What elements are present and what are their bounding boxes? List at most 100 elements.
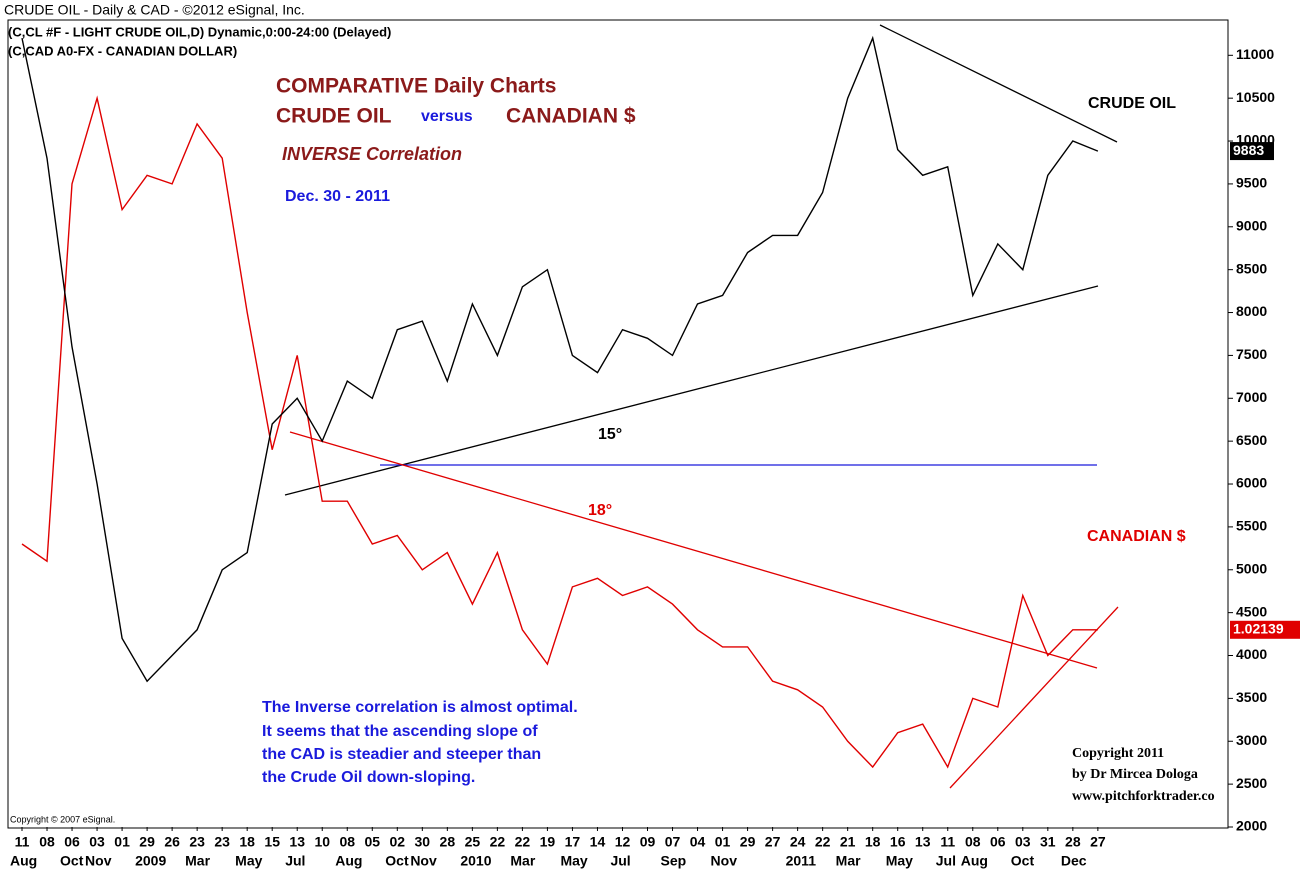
- x-group-label: May: [235, 853, 262, 869]
- subtitle: (C,CAD A0-FX - CANADIAN DOLLAR): [8, 43, 237, 58]
- y-tick-label: 3500: [1236, 689, 1267, 705]
- y-tick-label: 8500: [1236, 260, 1267, 276]
- x-tick-label: 10: [314, 834, 330, 850]
- x-group-label: 2010: [460, 853, 491, 869]
- x-tick-label: 29: [139, 834, 155, 850]
- x-group-label: May: [886, 853, 913, 869]
- x-group-label: Oct: [385, 853, 409, 869]
- x-group-label: Oct: [60, 853, 84, 869]
- y-tick-label: 11000: [1236, 46, 1274, 62]
- x-group-label: May: [560, 853, 587, 869]
- x-tick-label: 12: [615, 834, 631, 850]
- y-tick-label: 6500: [1236, 432, 1267, 448]
- x-group-label: Mar: [510, 853, 535, 869]
- trend-lines: [284, 24, 1119, 789]
- plot-frame: [7, 19, 1229, 829]
- series-label: CANADIAN $: [1087, 528, 1186, 545]
- trend-line: [949, 606, 1119, 789]
- x-group-label: Dec: [1061, 853, 1087, 869]
- x-tick-label: 18: [239, 834, 255, 850]
- x-group-label: 2009: [135, 853, 166, 869]
- x-tick-label: 30: [415, 834, 431, 850]
- x-group-label: Jul: [285, 853, 305, 869]
- x-group-label: 2011: [786, 853, 817, 869]
- x-tick-label: 21: [840, 834, 856, 850]
- y-tick-label: 2000: [1236, 818, 1267, 834]
- x-tick-label: 22: [490, 834, 506, 850]
- y-tick-label: 6000: [1236, 475, 1267, 491]
- note: The Inverse correlation is almost optima…: [262, 699, 578, 716]
- x-tick-label: 04: [690, 834, 706, 850]
- y-tick-label: 7500: [1236, 346, 1267, 362]
- x-group-label: Jul: [610, 853, 630, 869]
- x-tick-label: 13: [289, 834, 305, 850]
- last-value-label: 9883: [1233, 142, 1264, 158]
- x-tick-label: 22: [515, 834, 531, 850]
- correlation-label: INVERSE Correlation: [282, 144, 462, 164]
- x-tick-label: 22: [815, 834, 831, 850]
- x-group-label: Sep: [661, 853, 687, 869]
- last-value-box: [1230, 620, 1300, 639]
- y-tick-label: 2500: [1236, 775, 1267, 791]
- note: the CAD is steadier and steeper than: [262, 746, 541, 763]
- x-tick-label: 09: [640, 834, 656, 850]
- y-tick-label: 3000: [1236, 732, 1267, 748]
- trend-line: [289, 431, 1098, 669]
- x-tick-label: 03: [89, 834, 105, 850]
- x-tick-label: 01: [715, 834, 731, 850]
- x-tick-label: 29: [740, 834, 756, 850]
- x-tick-label: 05: [364, 834, 380, 850]
- x-group-label: Aug: [10, 853, 37, 869]
- x-group-label: Jul: [936, 853, 956, 869]
- x-tick-label: 24: [790, 834, 806, 850]
- x-tick-label: 23: [189, 834, 205, 850]
- vendor-copyright: Copyright © 2007 eSignal.: [10, 814, 115, 824]
- y-tick-label: 5500: [1236, 518, 1267, 534]
- x-tick-label: 15: [264, 834, 280, 850]
- x-tick-label: 03: [1015, 834, 1031, 850]
- x-tick-label: 18: [865, 834, 881, 850]
- x-tick-label: 31: [1040, 834, 1056, 850]
- x-tick-label: 28: [1065, 834, 1081, 850]
- x-group-label: Mar: [836, 853, 861, 869]
- headline-left: CRUDE OIL: [276, 105, 392, 128]
- headline-right: CANADIAN $: [506, 105, 636, 128]
- y-tick-label: 10500: [1236, 89, 1275, 105]
- y-tick-label: 9500: [1236, 175, 1267, 191]
- note: the Crude Oil down-sloping.: [262, 769, 475, 786]
- author: Copyright 2011: [1072, 746, 1164, 761]
- x-tick-label: 19: [540, 834, 556, 850]
- headline-mid: versus: [421, 108, 473, 125]
- last-value-label: 1.02139: [1233, 620, 1284, 636]
- x-tick-label: 06: [64, 834, 80, 850]
- y-tick-label: 7000: [1236, 389, 1267, 405]
- x-tick-label: 26: [164, 834, 180, 850]
- series-line: [21, 35, 1099, 683]
- subtitle: (C,CL #F - LIGHT CRUDE OIL,D) Dynamic,0:…: [8, 24, 391, 39]
- x-tick-label: 14: [590, 834, 606, 850]
- x-tick-label: 02: [390, 834, 406, 850]
- x-tick-label: 16: [890, 834, 906, 850]
- date-label: Dec. 30 - 2011: [285, 188, 390, 205]
- x-tick-label: 27: [765, 834, 781, 850]
- x-group-label: Nov: [85, 853, 112, 869]
- x-tick-label: 11: [940, 834, 955, 850]
- y-tick-label: 8000: [1236, 303, 1267, 319]
- x-tick-label: 13: [915, 834, 931, 850]
- trend-line: [284, 285, 1099, 496]
- chart-title: CRUDE OIL - Daily & CAD - ©2012 eSignal,…: [4, 2, 305, 18]
- x-tick-label: 23: [214, 834, 230, 850]
- x-tick-label: 07: [665, 834, 681, 850]
- author: www.pitchforktrader.co: [1072, 789, 1215, 804]
- x-tick-label: 28: [440, 834, 456, 850]
- y-tick-label: 4500: [1236, 603, 1267, 619]
- angle-label: 15°: [598, 426, 622, 443]
- x-tick-label: 17: [565, 834, 581, 850]
- x-tick-label: 25: [465, 834, 481, 850]
- x-group-label: Nov: [711, 853, 738, 869]
- x-group-label: Aug: [335, 853, 362, 869]
- y-tick-label: 9000: [1236, 217, 1267, 233]
- y-tick-label: 5000: [1236, 560, 1267, 576]
- series-line: [21, 95, 1098, 769]
